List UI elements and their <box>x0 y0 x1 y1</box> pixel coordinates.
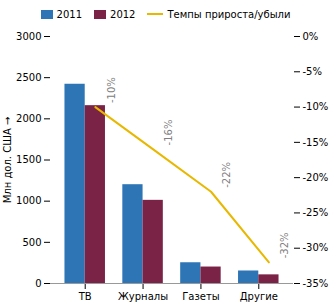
html-text:2011: 2011 <box>56 8 82 20</box>
svg-text:0: 0 <box>35 278 41 289</box>
svg-text:Журналы: Журналы <box>118 291 168 302</box>
svg-text:Другие: Другие <box>240 291 278 302</box>
svg-text:-10%: -10% <box>106 77 117 103</box>
svg-text:0%: 0% <box>303 31 319 42</box>
html-text:Темпы прироста/убыли: Темпы прироста/убыли <box>167 8 291 20</box>
svg-text:Млн дол. США →: Млн дол. США → <box>2 117 13 204</box>
svg-text:ТВ: ТВ <box>78 291 92 302</box>
svg-text:-25%: -25% <box>303 207 329 218</box>
svg-text:1000: 1000 <box>16 195 41 206</box>
svg-text:-22%: -22% <box>221 162 232 188</box>
svg-text:-16%: -16% <box>163 120 174 146</box>
svg-text:500: 500 <box>22 237 41 248</box>
svg-text:-30%: -30% <box>303 242 329 253</box>
svg-text:-5%: -5% <box>303 66 322 77</box>
svg-text:-10%: -10% <box>303 101 329 112</box>
html-text:2012: 2012 <box>110 8 136 20</box>
svg-text:2000: 2000 <box>16 113 41 124</box>
svg-text:-15%: -15% <box>303 137 329 148</box>
svg-text:2500: 2500 <box>16 72 41 83</box>
svg-text:1500: 1500 <box>16 154 41 165</box>
svg-text:3000: 3000 <box>16 31 41 42</box>
svg-text:-20%: -20% <box>303 172 329 183</box>
svg-text:Газеты: Газеты <box>182 291 219 302</box>
svg-text:-35%: -35% <box>303 278 329 289</box>
svg-text:-32%: -32% <box>279 232 290 258</box>
